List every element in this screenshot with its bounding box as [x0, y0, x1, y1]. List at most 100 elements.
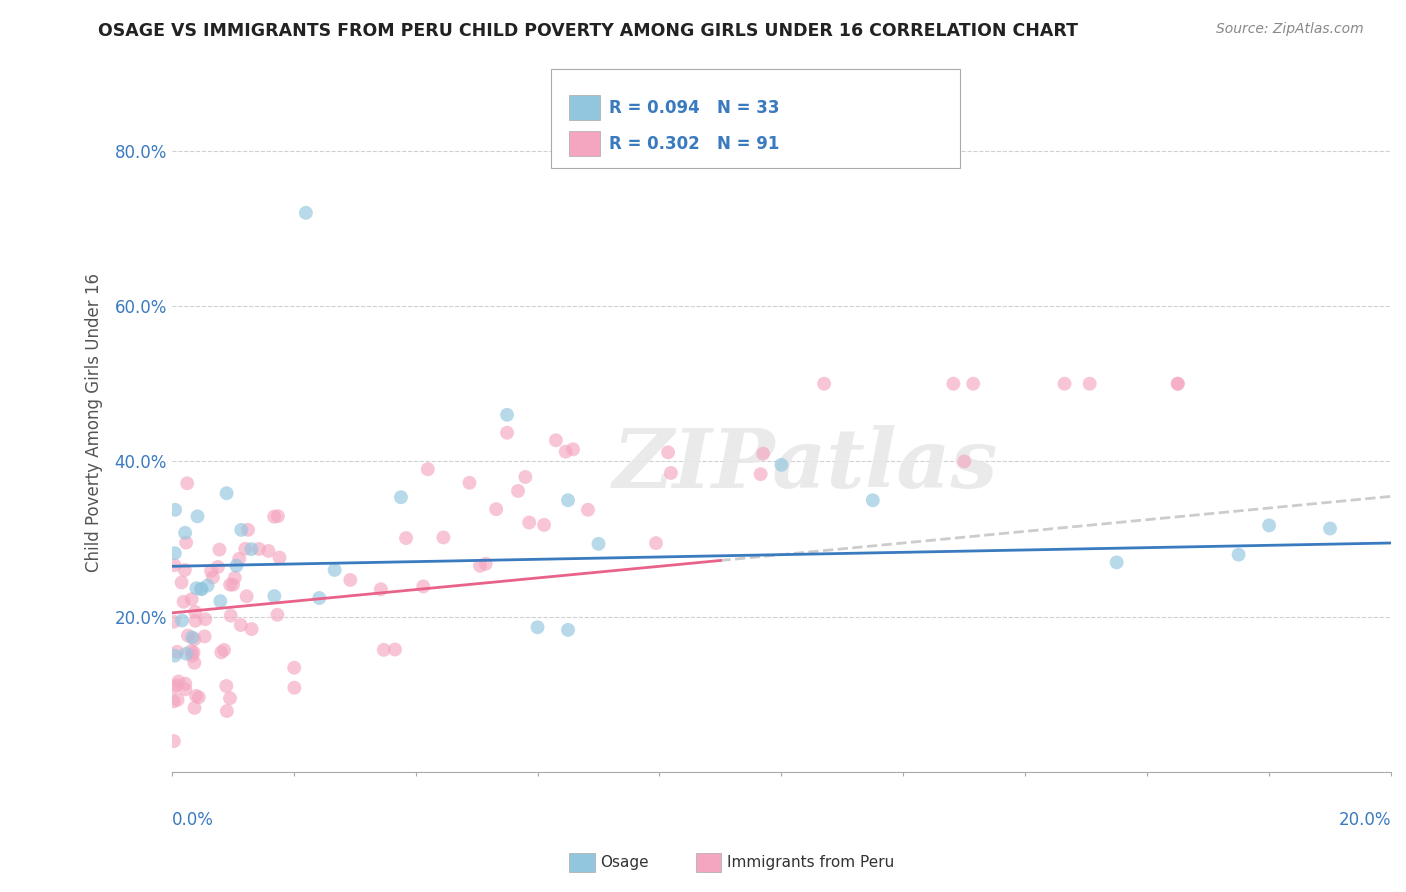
Immigrants from Peru [173, 595, 195, 609]
Osage [389, 490, 412, 504]
Osage [770, 458, 793, 472]
Immigrants from Peru [942, 376, 965, 391]
Immigrants from Peru [749, 467, 772, 482]
Immigrants from Peru [166, 678, 188, 692]
Osage [174, 525, 197, 540]
Immigrants from Peru [657, 445, 679, 459]
Immigrants from Peru [813, 376, 835, 391]
Immigrants from Peru [187, 690, 209, 705]
Osage [163, 546, 186, 560]
Immigrants from Peru [170, 575, 193, 590]
Immigrants from Peru [517, 516, 540, 530]
Osage [186, 581, 208, 595]
Immigrants from Peru [201, 570, 224, 584]
Immigrants from Peru [370, 582, 392, 597]
Immigrants from Peru [180, 592, 202, 607]
Immigrants from Peru [474, 557, 496, 571]
Osage [215, 486, 238, 500]
Immigrants from Peru [167, 674, 190, 689]
Osage [186, 509, 208, 524]
Osage [308, 591, 330, 605]
Osage [170, 614, 193, 628]
Osage [323, 563, 346, 577]
Immigrants from Peru [247, 541, 270, 556]
Text: R = 0.094   N = 33: R = 0.094 N = 33 [609, 99, 779, 117]
Immigrants from Peru [209, 645, 232, 659]
Immigrants from Peru [645, 536, 668, 550]
Immigrants from Peru [184, 614, 207, 628]
Immigrants from Peru [166, 645, 188, 659]
Osage [1227, 548, 1250, 562]
Immigrants from Peru [953, 454, 976, 468]
Immigrants from Peru [544, 434, 567, 448]
Immigrants from Peru [224, 571, 246, 585]
Osage [496, 408, 519, 422]
Immigrants from Peru [180, 644, 202, 658]
Immigrants from Peru [183, 656, 205, 670]
Immigrants from Peru [183, 632, 205, 647]
Immigrants from Peru [515, 470, 537, 484]
Immigrants from Peru [174, 682, 197, 697]
Text: OSAGE VS IMMIGRANTS FROM PERU CHILD POVERTY AMONG GIRLS UNDER 16 CORRELATION CHA: OSAGE VS IMMIGRANTS FROM PERU CHILD POVE… [98, 22, 1078, 40]
Immigrants from Peru [176, 476, 198, 491]
Immigrants from Peru [215, 679, 238, 693]
Osage [231, 523, 253, 537]
Immigrants from Peru [162, 694, 184, 708]
Osage [557, 493, 579, 508]
Immigrants from Peru [177, 629, 200, 643]
Immigrants from Peru [183, 701, 205, 715]
Text: R = 0.302   N = 91: R = 0.302 N = 91 [609, 135, 779, 153]
Text: Source: ZipAtlas.com: Source: ZipAtlas.com [1216, 22, 1364, 37]
Text: Immigrants from Peru: Immigrants from Peru [727, 855, 894, 870]
Immigrants from Peru [506, 483, 529, 498]
Immigrants from Peru [184, 689, 207, 703]
Immigrants from Peru [257, 544, 280, 558]
Immigrants from Peru [562, 442, 585, 457]
Immigrants from Peru [163, 558, 186, 573]
Immigrants from Peru [412, 579, 434, 593]
Osage [197, 578, 219, 592]
Osage [181, 631, 204, 645]
Immigrants from Peru [263, 509, 285, 524]
Osage [240, 542, 263, 557]
Osage [588, 537, 610, 551]
Immigrants from Peru [162, 680, 184, 694]
Immigrants from Peru [416, 462, 439, 476]
Immigrants from Peru [576, 502, 599, 516]
Immigrants from Peru [458, 475, 481, 490]
Immigrants from Peru [163, 615, 186, 629]
Osage [557, 623, 579, 637]
Immigrants from Peru [1053, 376, 1076, 391]
Osage [1105, 556, 1128, 570]
Immigrants from Peru [554, 444, 576, 458]
Immigrants from Peru [266, 607, 288, 622]
Osage [190, 582, 212, 596]
Immigrants from Peru [174, 535, 197, 549]
Immigrants from Peru [219, 608, 242, 623]
Immigrants from Peru [962, 376, 984, 391]
Osage [165, 503, 187, 517]
Osage [225, 558, 247, 573]
Immigrants from Peru [269, 550, 291, 565]
Osage [862, 493, 884, 508]
Immigrants from Peru [207, 560, 229, 574]
Immigrants from Peru [752, 447, 775, 461]
Immigrants from Peru [208, 542, 231, 557]
Y-axis label: Child Poverty Among Girls Under 16: Child Poverty Among Girls Under 16 [86, 273, 103, 572]
Immigrants from Peru [229, 618, 252, 632]
Osage [174, 647, 197, 661]
Immigrants from Peru [1167, 376, 1189, 391]
Immigrants from Peru [200, 564, 222, 578]
Text: 0.0%: 0.0% [172, 811, 214, 829]
Immigrants from Peru [233, 541, 256, 556]
Immigrants from Peru [373, 643, 395, 657]
Immigrants from Peru [219, 691, 242, 706]
Immigrants from Peru [1167, 376, 1189, 391]
Osage [209, 594, 232, 608]
Immigrants from Peru [267, 509, 290, 524]
Immigrants from Peru [339, 573, 361, 587]
Immigrants from Peru [235, 589, 257, 603]
Immigrants from Peru [432, 530, 454, 544]
Immigrants from Peru [659, 466, 682, 480]
Immigrants from Peru [485, 502, 508, 516]
